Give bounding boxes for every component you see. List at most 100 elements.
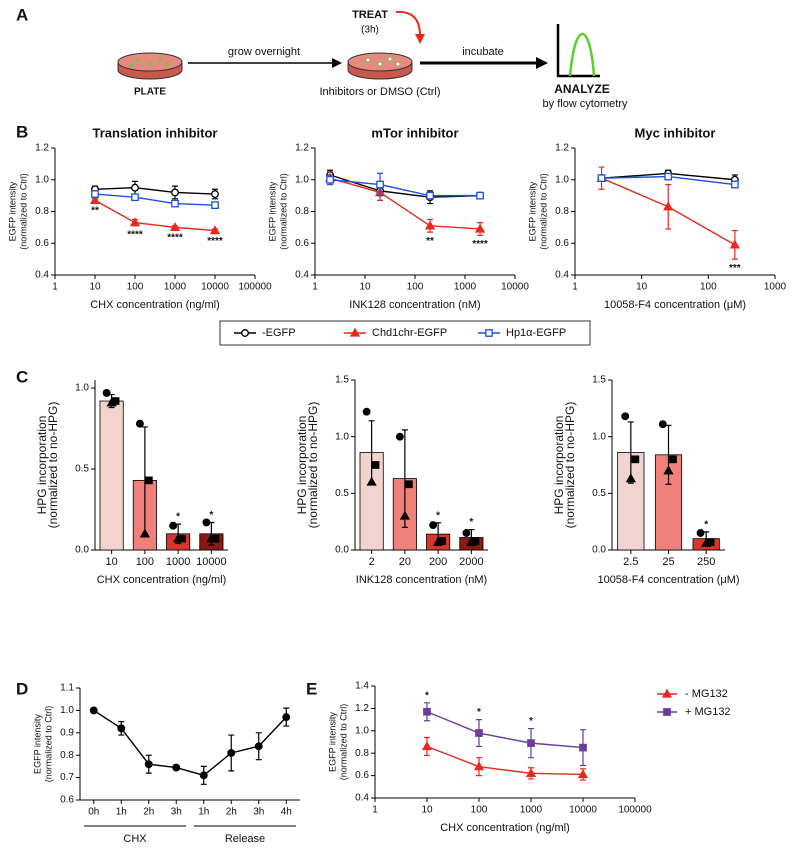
step-label: TREAT <box>352 9 388 21</box>
chart-title: Myc inhibitor <box>635 125 716 140</box>
y-tick-label: 0.4 <box>35 270 49 281</box>
legend-marker <box>485 329 493 337</box>
point <box>426 191 434 200</box>
point <box>664 172 673 181</box>
data-point <box>696 529 705 537</box>
significance: * <box>529 716 533 727</box>
x-tick-label: 4h <box>281 807 292 818</box>
x-tick-label: 1000 <box>520 805 543 816</box>
x-tick-label: 100 <box>471 805 488 816</box>
x-tick-label: 10000 <box>196 556 227 568</box>
y-axis-label: (normalized to Ctrl) <box>278 173 288 250</box>
y-tick-label: 0.4 <box>555 270 569 281</box>
point <box>421 741 433 751</box>
x-tick-label: 100 <box>700 282 717 293</box>
x-tick-label: 100000 <box>618 805 652 816</box>
y-tick-label: 1.4 <box>355 681 369 692</box>
point <box>663 201 674 211</box>
y-tick-label: 1.5 <box>335 375 349 386</box>
y-axis-label: HPG incorporation <box>552 416 566 515</box>
series-line <box>329 179 481 197</box>
significance: * <box>176 512 180 523</box>
point <box>131 183 139 192</box>
point <box>376 180 384 189</box>
x-tick-label: 3h <box>171 807 182 818</box>
legend-marker <box>349 327 361 337</box>
y-axis-label: HPG incorporation <box>35 416 49 515</box>
y-tick-label: 0.9 <box>60 727 74 738</box>
point <box>579 743 587 752</box>
point <box>474 223 486 233</box>
y-tick-label: 0.8 <box>35 206 49 217</box>
x-tick-label: 1h <box>116 807 127 818</box>
point <box>227 749 236 757</box>
y-tick-label: 0.0 <box>335 545 349 556</box>
data-point <box>145 476 153 485</box>
significance: * <box>469 517 473 528</box>
data-point <box>135 419 144 428</box>
y-axis-label: (normalized to no-HPG) <box>563 402 577 529</box>
point <box>282 713 291 722</box>
series-line <box>329 177 481 230</box>
point <box>144 760 153 769</box>
point <box>169 222 181 232</box>
point <box>577 769 589 779</box>
x-tick-label: 10 <box>106 556 118 568</box>
significance: * <box>704 520 708 531</box>
y-tick-label: 0.4 <box>295 270 309 281</box>
y-tick-label: 0.8 <box>355 748 369 759</box>
y-axis-label: (normalized to Ctrl) <box>538 173 548 250</box>
point <box>91 190 99 198</box>
y-tick-label: 1.0 <box>355 725 369 736</box>
data-point <box>173 533 184 543</box>
x-axis-label: 10058-F4 concentration (μM) <box>597 574 739 586</box>
data-point <box>631 455 640 464</box>
data-point <box>206 533 217 543</box>
x-tick-label: 25 <box>662 556 674 568</box>
data-point <box>362 407 371 416</box>
group-label: CHX <box>123 833 147 845</box>
data-point <box>202 518 211 527</box>
arrowhead <box>415 34 425 44</box>
x-tick-label: 1000 <box>166 556 190 568</box>
x-tick-label: 2000 <box>459 556 483 568</box>
y-tick-label: 0.0 <box>592 545 606 556</box>
point <box>254 742 263 751</box>
significance: **** <box>167 233 183 244</box>
x-tick-label: 1h <box>198 807 209 818</box>
x-tick-label: 10 <box>421 805 433 816</box>
y-tick-label: 0.5 <box>75 464 89 475</box>
y-tick-label: 0.6 <box>60 795 74 806</box>
cells <box>365 56 401 67</box>
x-tick-label: 100 <box>136 556 154 568</box>
y-axis-label: (normalized to no-HPG) <box>46 402 60 529</box>
x-tick-label: 1000 <box>764 282 787 293</box>
point <box>131 193 139 202</box>
data-point <box>395 432 404 441</box>
data-point <box>102 389 111 397</box>
bar <box>99 400 124 551</box>
chart-title: mTor inhibitor <box>371 125 458 140</box>
y-tick-label: 1.2 <box>555 143 569 154</box>
point <box>597 174 606 183</box>
chart-title: Translation inhibitor <box>93 125 218 140</box>
y-axis-label: EGFP intensity <box>327 712 337 772</box>
error-bar <box>627 421 634 484</box>
y-tick-label: 1.0 <box>35 174 49 185</box>
point <box>729 239 740 249</box>
x-tick-label: 100000 <box>238 282 272 293</box>
series-line <box>94 186 216 195</box>
x-tick-label: 10000 <box>201 282 229 293</box>
x-axis-label: CHX concentration (ng/ml) <box>97 574 227 586</box>
y-tick-label: 0.4 <box>355 793 369 804</box>
arrow-label: grow overnight <box>228 46 300 58</box>
y-tick-label: 0.5 <box>592 488 606 499</box>
point <box>525 768 537 778</box>
legend-label: + MG132 <box>685 706 731 718</box>
point <box>89 195 101 205</box>
panel-letter: B <box>16 122 28 141</box>
y-tick-label: 1.0 <box>335 431 349 442</box>
significance: **** <box>472 239 488 250</box>
arrow <box>395 10 421 37</box>
